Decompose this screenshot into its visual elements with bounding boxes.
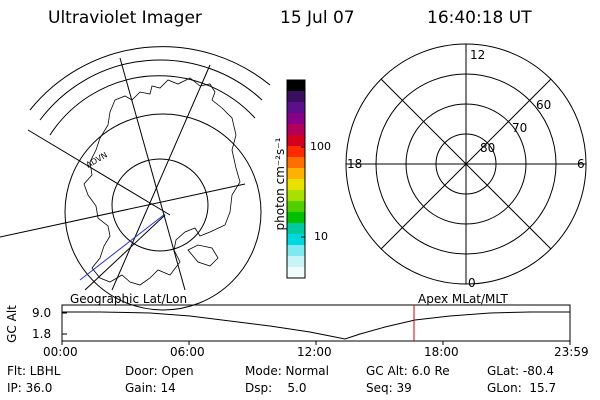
timeline-xtick-label: 18:00 — [424, 345, 459, 359]
colorbar-band — [287, 201, 305, 213]
latitude-circle-inner — [111, 158, 209, 252]
footer-dsp: Dsp: 5.0 — [245, 381, 307, 395]
timeline-ylabel: GC Alt — [5, 305, 19, 343]
footer-ip: IP: 36.0 — [7, 381, 53, 395]
orbit-track — [79, 213, 166, 281]
timeline-xtick-label: 23:59 — [554, 345, 589, 359]
coastline — [83, 77, 241, 286]
coast-label: ADVN — [85, 150, 109, 169]
colorbar-band — [287, 245, 305, 257]
colorbar-tick-label: 100 — [310, 140, 331, 153]
colorbar-band — [287, 234, 305, 246]
timeline-ytick-label: 1.8 — [32, 327, 52, 341]
altitude-curve — [62, 311, 570, 340]
colorbar-band — [287, 168, 305, 180]
polar-label-12: 12 — [470, 48, 486, 62]
meridian-line — [119, 57, 186, 291]
geographic-map — [0, 46, 271, 311]
colorbar-band — [287, 179, 305, 191]
footer-seq: Seq: 39 — [366, 381, 412, 395]
polar-axis-diagonal — [380, 78, 552, 250]
colorbar-band — [287, 223, 305, 235]
timeline-panel — [61, 304, 571, 345]
colorbar-band — [287, 113, 305, 125]
meridian-line — [27, 129, 171, 216]
polar-label-70: 70 — [512, 121, 528, 135]
colorbar-frame — [286, 79, 306, 279]
horizon-arc-outer — [29, 46, 271, 111]
polar-label-80: 80 — [480, 141, 496, 155]
footer-glon: GLon: 15.7 — [487, 381, 557, 395]
latitude-circle-outer — [64, 113, 262, 311]
horizon-arc-2 — [39, 59, 263, 121]
colorbar-unit-label: photon cm⁻²s⁻¹ — [273, 137, 287, 231]
time-label: 16:40:18 UT — [427, 8, 532, 28]
polar-plot — [345, 43, 587, 285]
colorbar-band — [287, 212, 305, 224]
colorbar-band — [287, 80, 305, 92]
coastline-island — [187, 244, 219, 267]
colorbar-band — [287, 157, 305, 169]
colorbar-band — [287, 135, 305, 147]
colorbar-band — [287, 267, 305, 279]
footer-filter: Flt: LBHL — [7, 364, 61, 378]
meridian-line — [111, 64, 211, 291]
polar-label-18: 18 — [347, 157, 363, 171]
timeline-xtick-label: 12:00 — [297, 345, 332, 359]
colorbar — [287, 80, 305, 279]
timeline-xtick-label: 00:00 — [43, 345, 78, 359]
timeline-xtick-label: 06:00 — [170, 345, 205, 359]
footer-mode: Mode: Normal — [245, 364, 329, 378]
colorbar-tick-label: 10 — [314, 230, 328, 243]
polar-label-60: 60 — [536, 98, 552, 112]
colorbar-band — [287, 124, 305, 136]
timeline-frame — [61, 304, 571, 342]
footer-glat: GLat: -80.4 — [487, 364, 554, 378]
colorbar-band — [287, 146, 305, 158]
horizon-arc-3 — [49, 75, 256, 136]
meridian-line — [0, 183, 246, 238]
timeline-ytick-label: 9.0 — [32, 306, 52, 320]
footer-gain: Gain: 14 — [125, 381, 176, 395]
polar-label-0: 0 — [468, 276, 476, 290]
colorbar-band — [287, 91, 305, 103]
footer-door: Door: Open — [125, 364, 194, 378]
date-label: 15 Jul 07 — [280, 8, 355, 28]
meridian-line — [84, 214, 166, 291]
colorbar-band — [287, 102, 305, 114]
timeline-left-caption: Geographic Lat/Lon — [70, 292, 188, 306]
colorbar-band — [287, 256, 305, 268]
page-title: Ultraviolet Imager — [48, 8, 202, 28]
colorbar-band — [287, 190, 305, 202]
timeline-right-caption: Apex MLat/MLT — [418, 292, 508, 306]
polar-label-6: 6 — [577, 157, 585, 171]
footer-gc-alt: GC Alt: 6.0 Re — [366, 364, 450, 378]
